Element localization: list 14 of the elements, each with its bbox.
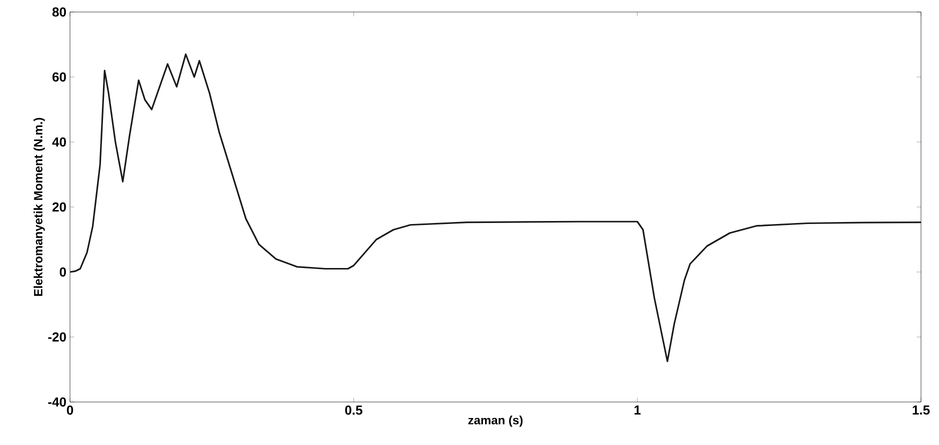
y-tick-label: 60 xyxy=(52,72,66,82)
x-tick-label: 1 xyxy=(634,406,641,414)
y-tick-label: 0 xyxy=(60,267,66,277)
y-tick-label: 40 xyxy=(52,137,66,147)
y-tick-label: -20 xyxy=(48,332,66,342)
x-tick-label: 0 xyxy=(66,406,74,415)
x-tick-label: 0.5 xyxy=(345,406,362,415)
line-series xyxy=(70,53,922,362)
y-tick-label: 80 xyxy=(52,7,66,17)
y-tick-label: 20 xyxy=(52,202,66,212)
y-axis-title: Elektromanyetik Moment (N.m.) xyxy=(34,118,45,296)
y-tick-label: -40 xyxy=(48,397,66,407)
x-axis-title: zaman (s) xyxy=(468,416,523,427)
x-tick-label: 1.5 xyxy=(912,406,930,415)
